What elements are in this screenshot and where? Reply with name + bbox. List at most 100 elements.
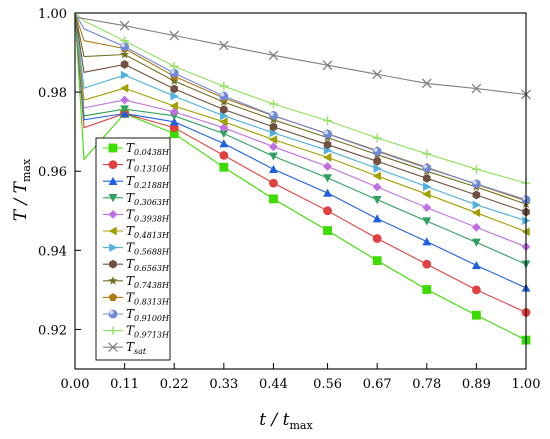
legend-label-main: T	[126, 174, 135, 188]
data-point-0-4	[323, 226, 332, 235]
legend-label-main: T	[126, 191, 135, 205]
data-point-6-3	[269, 128, 278, 138]
legend-marker	[108, 326, 118, 335]
data-point-10-2	[219, 91, 229, 101]
data-point-1-4	[323, 206, 332, 216]
data-point-0-1	[169, 129, 179, 139]
legend-entry-2: T0.2188H	[103, 174, 170, 190]
data-point-3-4	[323, 174, 332, 183]
data-point-3-5	[372, 195, 382, 205]
legend-entry-10: T0.9100H	[103, 307, 170, 323]
legend-label-main: T	[126, 207, 135, 221]
data-point-6-2	[220, 111, 229, 121]
legend-label-main: T	[126, 290, 135, 304]
legend-label-sub: 0.5688H	[134, 248, 170, 257]
data-point-11-3	[269, 99, 278, 109]
data-point-12-3	[268, 50, 279, 61]
legend-marker	[109, 259, 117, 269]
legend-entry-11: T0.9713H	[103, 324, 170, 340]
legend-label-main: T	[126, 224, 135, 238]
data-point-7-7	[472, 190, 481, 200]
data-point-3-2	[219, 129, 229, 139]
data-point-1-7	[471, 285, 481, 295]
legend-marker	[108, 194, 118, 203]
x-tick-label: 0.78	[412, 377, 441, 392]
legend-label: T0.3938H	[126, 207, 170, 223]
y-tick-label: 0.98	[38, 86, 67, 101]
data-point-7-1	[170, 84, 179, 94]
data-point-7-2	[220, 105, 228, 114]
data-point-8-0	[120, 49, 130, 59]
legend-label-sub: 0.9713H	[134, 331, 170, 340]
legend-label-sub: 0.1310H	[134, 165, 170, 174]
data-point-4-5	[372, 182, 382, 192]
legend-entry-4: T0.3938H	[103, 207, 170, 223]
legend-label-sub: 0.7438H	[134, 281, 170, 290]
y-axis-title-main: T / T	[11, 180, 31, 221]
data-point-10-4	[323, 129, 332, 139]
data-point-5-6	[422, 189, 431, 199]
data-point-12-6	[421, 78, 432, 89]
series-markers	[119, 20, 531, 345]
legend-label-main: T	[126, 257, 135, 271]
legend-marker	[108, 160, 118, 170]
legend-label-main: T	[126, 324, 135, 338]
data-point-2-4	[323, 188, 332, 197]
legend-marker	[108, 342, 118, 353]
data-point-5-3	[269, 135, 278, 144]
data-point-10-6	[422, 163, 432, 173]
legend-label-main: T	[126, 274, 135, 288]
legend-label-main: T	[126, 141, 135, 155]
data-point-6-0	[120, 70, 130, 80]
legend-label-sub: 0.8313H	[134, 297, 170, 306]
data-point-11-2	[219, 81, 229, 91]
y-axis-title: T / Tmax	[11, 158, 33, 221]
legend-label: Tsat	[126, 340, 147, 356]
legend-marker	[108, 275, 118, 285]
data-point-12-1	[169, 30, 180, 41]
data-point-1-3	[269, 178, 278, 188]
data-point-3-0	[120, 105, 130, 114]
data-point-4-1	[169, 107, 179, 117]
legend-label: T0.2188H	[126, 174, 170, 190]
legend-label-sub: 0.0438H	[134, 148, 170, 157]
data-point-10-5	[372, 147, 382, 156]
legend-entry-5: T0.4813H	[103, 224, 170, 240]
data-point-11-5	[372, 133, 382, 143]
legend-label-sub: 0.6563H	[134, 264, 170, 273]
x-axis-title-sub: max	[290, 419, 314, 432]
data-point-2-1	[169, 117, 179, 126]
data-point-4-6	[422, 203, 432, 213]
legend-label-main: T	[126, 158, 135, 172]
data-point-7-6	[422, 173, 431, 183]
data-point-5-5	[372, 171, 381, 181]
data-point-12-4	[322, 60, 333, 71]
legend-label: T0.7438H	[126, 274, 170, 290]
data-point-0-5	[372, 256, 382, 266]
data-point-11-0	[120, 36, 130, 46]
data-point-5-0	[120, 83, 129, 93]
data-point-12-2	[218, 40, 229, 51]
plot-area-frame	[74, 12, 527, 370]
legend-label: T0.9100H	[126, 307, 170, 323]
data-point-2-3	[269, 164, 278, 173]
data-point-11-7	[471, 164, 481, 174]
legend-label: T0.5688H	[126, 241, 170, 257]
legend-label-main: T	[126, 340, 135, 354]
x-tick-label: 0.89	[462, 377, 491, 392]
legend-entry-1: T0.1310H	[103, 158, 170, 174]
data-point-10-3	[269, 111, 278, 120]
x-tick-label: 0.00	[61, 377, 90, 392]
axis-ticks: 0.00 0.11 0.22 0.33 0.44 0.56 0.67 0.78 0.89 1.00…	[38, 7, 540, 392]
data-point-4-4	[323, 162, 332, 171]
legend-label: T0.3063H	[126, 191, 170, 207]
data-point-2-7	[471, 260, 481, 270]
data-point-10-7	[471, 179, 481, 189]
legend-entry-12: Tsat	[103, 340, 147, 356]
data-point-3-6	[422, 217, 432, 226]
data-point-5-2	[219, 117, 228, 127]
data-point-11-1	[169, 62, 179, 71]
legend-label-sub: 0.9100H	[134, 314, 170, 323]
data-point-2-2	[219, 139, 229, 148]
